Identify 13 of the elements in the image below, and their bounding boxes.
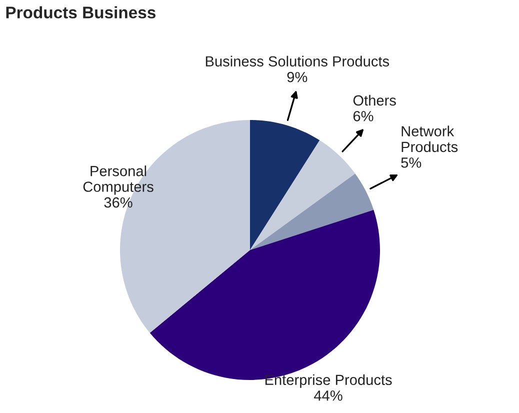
slice-label: Personal Computers xyxy=(83,166,154,195)
data-label: 44% xyxy=(314,390,342,401)
chart-title: Products Business xyxy=(6,6,156,18)
data-label: 9% xyxy=(287,72,308,82)
pie-slice xyxy=(250,174,374,250)
slice-label: Others xyxy=(353,94,396,106)
data-label: 5% xyxy=(401,158,422,168)
data-label: 36% xyxy=(104,197,132,208)
slice-label: Enterprise Products xyxy=(265,374,392,388)
data-label: 6% xyxy=(353,110,374,122)
pie-slice xyxy=(250,120,320,250)
slice-label: Business Solutions Products xyxy=(206,56,390,67)
slice-label: Network Products xyxy=(402,126,458,152)
